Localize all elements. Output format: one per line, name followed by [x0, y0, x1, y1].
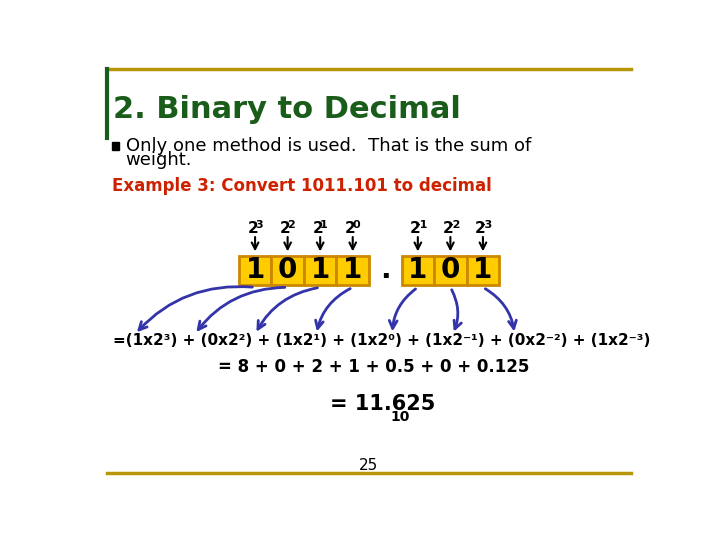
- Text: 1: 1: [408, 256, 428, 285]
- Text: = 11.625: = 11.625: [330, 394, 436, 414]
- Bar: [271, 256, 304, 285]
- Text: 2: 2: [280, 221, 291, 237]
- Text: -2: -2: [448, 220, 460, 230]
- Text: Example 3: Convert 1011.101 to decimal: Example 3: Convert 1011.101 to decimal: [112, 178, 492, 195]
- Text: =(1x2³) + (0x2²) + (1x2¹) + (1x2⁰) + (1x2⁻¹) + (0x2⁻²) + (1x2⁻³): =(1x2³) + (0x2²) + (1x2¹) + (1x2⁰) + (1x…: [113, 333, 651, 348]
- Text: .: .: [380, 256, 390, 285]
- Text: 2: 2: [248, 221, 258, 237]
- Text: 10: 10: [391, 410, 410, 424]
- Bar: [239, 256, 271, 285]
- Bar: [434, 256, 467, 285]
- Bar: [304, 256, 336, 285]
- Text: 1: 1: [310, 256, 330, 285]
- Text: 3: 3: [255, 220, 263, 230]
- Text: 2: 2: [345, 221, 356, 237]
- Text: 2: 2: [410, 221, 421, 237]
- Text: 1: 1: [320, 220, 328, 230]
- Text: = 8 + 0 + 2 + 1 + 0.5 + 0 + 0.125: = 8 + 0 + 2 + 1 + 0.5 + 0 + 0.125: [218, 359, 529, 376]
- Text: 2. Binary to Decimal: 2. Binary to Decimal: [113, 95, 461, 124]
- Text: weight.: weight.: [126, 151, 192, 169]
- Text: 1: 1: [343, 256, 362, 285]
- Text: -3: -3: [481, 220, 493, 230]
- Text: 1: 1: [473, 256, 492, 285]
- Text: Only one method is used.  That is the sum of: Only one method is used. That is the sum…: [126, 137, 531, 156]
- Bar: [402, 256, 434, 285]
- Text: 2: 2: [287, 220, 295, 230]
- Text: 25: 25: [359, 458, 379, 472]
- Text: 0: 0: [353, 220, 361, 230]
- Text: 1: 1: [246, 256, 265, 285]
- Text: 2: 2: [443, 221, 454, 237]
- Bar: [467, 256, 499, 285]
- Bar: [336, 256, 369, 285]
- Text: 0: 0: [441, 256, 460, 285]
- Bar: [112, 142, 120, 150]
- Text: -1: -1: [415, 220, 428, 230]
- Text: 2: 2: [312, 221, 323, 237]
- Text: 2: 2: [475, 221, 486, 237]
- Text: 0: 0: [278, 256, 297, 285]
